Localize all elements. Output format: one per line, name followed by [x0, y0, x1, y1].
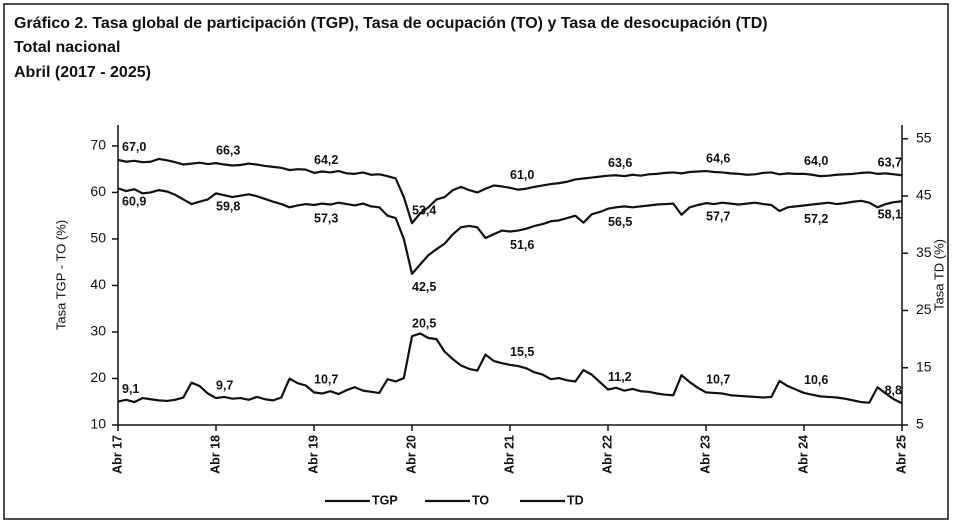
- series-line: [117, 187, 903, 275]
- x-tick-label: Abr 18: [208, 435, 222, 474]
- data-label: 11,2: [608, 370, 632, 384]
- x-tick-label: Abr 23: [698, 435, 712, 474]
- data-label: 64,2: [314, 153, 338, 167]
- data-label: 15,5: [510, 345, 534, 359]
- y-tick-label: 10: [90, 416, 106, 432]
- data-label: 10,6: [804, 373, 828, 387]
- data-label: 66,3: [216, 143, 240, 157]
- legend-label: TD: [567, 493, 584, 507]
- y-axis-label: Tasa TGP - TO (%): [53, 220, 68, 330]
- y-tick-label: 20: [90, 369, 106, 385]
- data-label: 64,0: [804, 154, 828, 168]
- y-tick-label: 40: [90, 276, 106, 292]
- legend-label: TGP: [372, 493, 398, 507]
- data-label: 57,7: [706, 209, 730, 223]
- y-tick-label: 50: [90, 230, 106, 246]
- frame: [3, 3, 949, 520]
- y2-tick-label: 35: [916, 244, 932, 260]
- chart-title: Gráfico 2. Tasa global de participación …: [14, 15, 768, 32]
- x-tick-label: Abr 19: [306, 435, 320, 474]
- y2-tick-label: 55: [916, 129, 932, 145]
- legend-label: TO: [472, 493, 489, 507]
- y2-tick-label: 45: [916, 187, 932, 203]
- y2-tick-label: 5: [916, 416, 924, 432]
- data-label: 58,1: [878, 208, 902, 222]
- y2-axis-label: Tasa TD (%): [931, 239, 946, 311]
- x-tick-label: Abr 22: [600, 435, 614, 474]
- data-label: 64,6: [706, 151, 730, 165]
- chart-subtitle: Total nacional: [14, 39, 120, 56]
- x-tick-label: Abr 17: [110, 435, 124, 474]
- x-tick-label: Abr 25: [894, 435, 908, 474]
- y-tick-label: 60: [90, 183, 106, 199]
- data-label: 59,8: [216, 200, 240, 214]
- y2-tick-label: 15: [916, 358, 932, 374]
- y2-tick-label: 25: [916, 301, 932, 317]
- data-label: 10,7: [706, 373, 730, 387]
- series-line: [117, 332, 903, 405]
- x-tick-label: Abr 21: [502, 435, 516, 474]
- data-label: 57,3: [314, 211, 338, 225]
- data-label: 63,6: [608, 156, 632, 170]
- y-tick-label: 30: [90, 323, 106, 339]
- data-label: 9,7: [216, 378, 233, 392]
- data-label: 60,9: [122, 195, 146, 209]
- data-label: 9,1: [122, 382, 139, 396]
- data-label: 53,4: [412, 203, 436, 217]
- data-label: 10,7: [314, 373, 338, 387]
- data-label: 56,5: [608, 215, 632, 229]
- series-line: [117, 157, 903, 225]
- x-tick-label: Abr 24: [796, 435, 810, 474]
- data-label: 57,2: [804, 212, 828, 226]
- chart-subtitle: Abril (2017 - 2025): [14, 64, 151, 81]
- data-label: 42,5: [412, 280, 436, 294]
- data-label: 51,6: [510, 238, 534, 252]
- data-label: 63,7: [878, 156, 902, 170]
- data-label: 61,0: [510, 168, 534, 182]
- y-tick-label: 70: [90, 137, 106, 153]
- data-label: 20,5: [412, 317, 436, 331]
- data-label: 67,0: [122, 140, 146, 154]
- data-label: 8,8: [885, 384, 902, 398]
- x-tick-label: Abr 20: [404, 435, 418, 474]
